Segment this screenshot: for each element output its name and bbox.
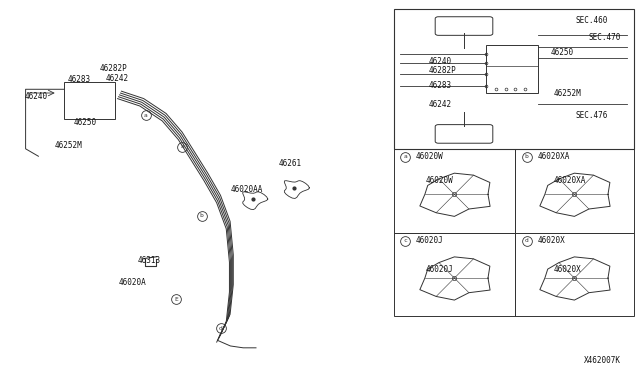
Text: a: a (180, 144, 184, 150)
Text: 46242: 46242 (429, 100, 452, 109)
Text: 46020AA: 46020AA (230, 185, 263, 194)
Text: 46020X: 46020X (554, 265, 581, 274)
Text: SEC.460: SEC.460 (576, 16, 609, 25)
Text: 46282P: 46282P (99, 64, 127, 73)
Text: 46240: 46240 (429, 57, 452, 66)
Text: 46020W: 46020W (416, 153, 444, 161)
Text: 46313: 46313 (138, 256, 161, 265)
Text: 46020XA: 46020XA (554, 176, 586, 185)
Text: SEC.470: SEC.470 (589, 33, 621, 42)
Text: 46261: 46261 (278, 159, 301, 168)
Text: 46242: 46242 (106, 74, 129, 83)
Text: 46252M: 46252M (54, 141, 82, 150)
Text: c: c (403, 238, 407, 243)
Text: 46020XA: 46020XA (538, 153, 570, 161)
Text: 46250: 46250 (550, 48, 573, 57)
Text: b: b (525, 154, 529, 160)
Text: 46020J: 46020J (426, 265, 453, 274)
Text: X462007K: X462007K (584, 356, 621, 365)
Text: 46282P: 46282P (429, 66, 456, 75)
Text: 46020J: 46020J (416, 236, 444, 245)
Text: 46020X: 46020X (538, 236, 565, 245)
Text: d: d (219, 326, 223, 331)
Text: 46020A: 46020A (118, 278, 146, 287)
Text: E: E (174, 297, 178, 302)
Text: a: a (403, 154, 407, 160)
Text: 46020W: 46020W (426, 176, 453, 185)
Text: 46252M: 46252M (554, 89, 581, 97)
Text: a: a (144, 113, 148, 118)
Text: 46250: 46250 (74, 118, 97, 127)
Text: d: d (525, 238, 529, 243)
Text: 46240: 46240 (24, 92, 47, 101)
Text: 46283: 46283 (429, 81, 452, 90)
Text: SEC.476: SEC.476 (576, 111, 609, 120)
Text: b: b (200, 213, 204, 218)
Text: 46283: 46283 (67, 76, 90, 84)
